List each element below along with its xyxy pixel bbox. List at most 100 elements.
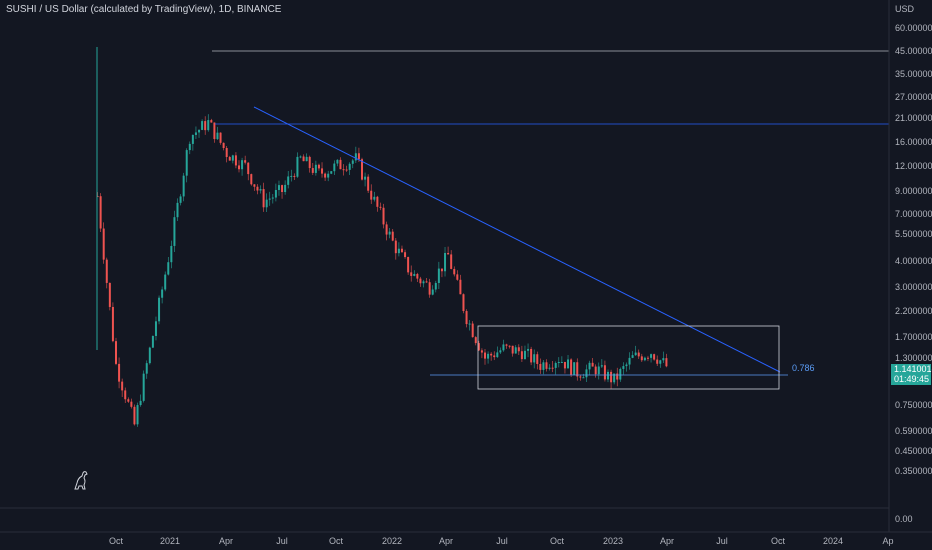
candle-body xyxy=(290,175,293,177)
candle-body xyxy=(560,361,563,363)
candle-body xyxy=(148,347,151,364)
candle-body xyxy=(416,273,419,279)
candle-body xyxy=(511,345,514,354)
x-tick-label: 2023 xyxy=(603,536,623,546)
x-tick-label: 2024 xyxy=(823,536,843,546)
candle-body xyxy=(422,281,425,284)
candle-body xyxy=(585,369,588,378)
candle-body xyxy=(594,366,597,375)
candle-body xyxy=(539,363,542,370)
candle-body xyxy=(170,245,173,263)
candle-body xyxy=(616,373,619,380)
bar-countdown: 01:49:45 xyxy=(894,374,930,384)
candle-body xyxy=(640,356,643,361)
candle-body xyxy=(545,362,548,369)
candle-body xyxy=(570,359,573,375)
candle-body xyxy=(499,350,502,353)
horizontal-levels xyxy=(212,50,889,376)
candle-body xyxy=(330,171,333,174)
candle-body xyxy=(379,206,382,208)
candle-body xyxy=(287,176,290,185)
candle-body xyxy=(579,376,582,378)
candle-body xyxy=(351,160,354,164)
candle-body xyxy=(557,361,560,364)
candle-body xyxy=(410,272,413,276)
candle-body xyxy=(440,268,443,272)
candle-body xyxy=(551,367,554,369)
y-unit-label: USD xyxy=(895,4,915,14)
candle-body xyxy=(447,252,450,255)
candle-body xyxy=(182,175,185,197)
y-tick-label: 1.7000000 xyxy=(895,332,932,342)
candle-body xyxy=(643,357,646,361)
candle-body xyxy=(665,358,668,367)
x-tick-label: 2022 xyxy=(382,536,402,546)
candle-body xyxy=(444,252,447,272)
y-tick-label: 7.0000000 xyxy=(895,209,932,219)
x-tick-label: 2021 xyxy=(160,536,180,546)
candle-body xyxy=(597,366,600,375)
y-tick-label: 21.0000000 xyxy=(895,113,932,123)
candle-body xyxy=(121,381,124,391)
x-tick-label: Jul xyxy=(716,536,728,546)
candle-body xyxy=(397,248,400,254)
candle-body xyxy=(194,132,197,135)
y-tick-label: 12.0000000 xyxy=(895,161,932,171)
candle-body xyxy=(480,350,483,353)
candle-body xyxy=(656,359,659,364)
candle-body xyxy=(207,120,210,131)
candle-body xyxy=(591,362,594,367)
candle-body xyxy=(628,357,631,365)
candle-body xyxy=(216,132,219,140)
candle-body xyxy=(256,186,259,191)
candle-body xyxy=(219,132,222,143)
candle-body xyxy=(228,157,231,161)
candle-body xyxy=(96,196,99,198)
candle-body xyxy=(210,120,213,123)
candle-body xyxy=(142,373,145,401)
candle-body xyxy=(357,153,360,160)
candle-body xyxy=(394,240,397,254)
candle-body xyxy=(453,268,456,275)
x-tick-label: Oct xyxy=(550,536,565,546)
candle-body xyxy=(268,198,271,200)
candle-body xyxy=(554,363,557,368)
candle-body xyxy=(391,231,394,241)
candle-body xyxy=(311,168,314,173)
candle-body xyxy=(127,399,130,402)
candle-body xyxy=(361,159,363,180)
candle-body xyxy=(293,175,296,177)
tradingview-dino-icon[interactable] xyxy=(72,470,90,490)
candle-body xyxy=(234,155,237,166)
x-tick-label: Ap xyxy=(882,536,893,546)
candles xyxy=(96,47,668,427)
candle-body xyxy=(176,202,179,218)
candle-body xyxy=(191,134,194,144)
candle-body xyxy=(118,363,121,382)
candle-body xyxy=(179,196,182,203)
candle-body xyxy=(370,190,373,200)
candle-body xyxy=(471,323,474,338)
candle-body xyxy=(659,360,662,364)
candle-body xyxy=(345,169,348,171)
x-axis-ticks: Oct 2021 Apr Jul Oct 2022 Apr Jul Oct 2023 Apr Jul O… xyxy=(109,536,894,546)
candle-body xyxy=(222,142,225,149)
candle-body xyxy=(130,401,133,407)
candle-body xyxy=(382,207,385,225)
candle-body xyxy=(650,354,653,358)
candle-body xyxy=(431,289,434,295)
candle-body xyxy=(201,121,204,130)
candle-body xyxy=(477,343,480,351)
candle-body xyxy=(428,282,431,295)
candle-body xyxy=(259,189,262,191)
candle-body xyxy=(151,335,154,348)
y-tick-label: 45.0000000 xyxy=(895,46,932,56)
candle-body xyxy=(308,156,311,169)
candle-body xyxy=(582,377,585,379)
candle-body xyxy=(161,289,164,298)
y-tick-label: 35.0000000 xyxy=(895,69,932,79)
x-tick-label: Oct xyxy=(771,536,786,546)
